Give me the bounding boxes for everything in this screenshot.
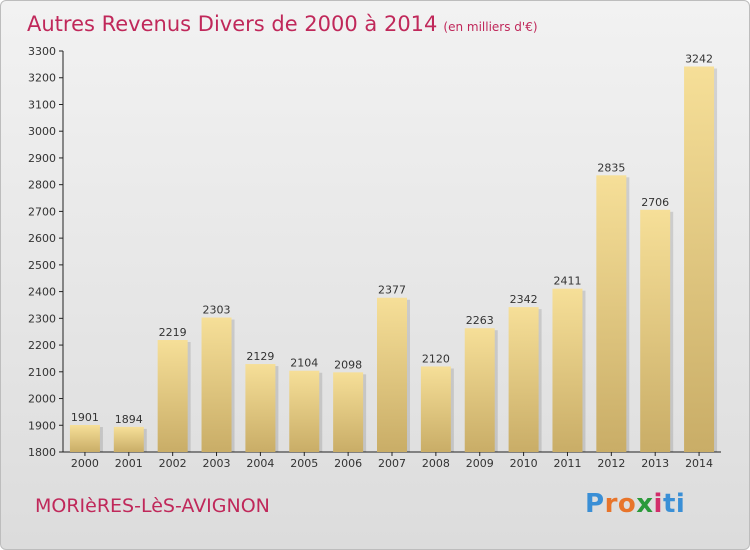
y-tick-label: 1800	[28, 446, 56, 459]
y-tick-label: 2200	[28, 339, 56, 352]
bar	[245, 364, 276, 452]
bar	[640, 209, 671, 452]
bar-value-label: 2120	[422, 352, 450, 365]
y-tick-label: 2900	[28, 152, 56, 165]
y-tick-label: 2800	[28, 179, 56, 192]
x-tick-label: 2013	[641, 457, 669, 470]
y-tick-label: 3100	[28, 98, 56, 111]
bar-value-label: 2835	[597, 161, 625, 174]
x-tick-label: 2002	[159, 457, 187, 470]
y-tick-label: 2000	[28, 393, 56, 406]
bar-value-label: 2342	[510, 293, 538, 306]
logo-letter: t	[662, 489, 676, 519]
logo-letter: x	[636, 489, 654, 519]
y-tick-label: 2600	[28, 232, 56, 245]
bar-value-label: 2104	[290, 357, 318, 370]
bar	[464, 328, 495, 452]
chart-subtitle: (en milliers d'€)	[443, 20, 538, 34]
bar-value-label: 2098	[334, 358, 362, 371]
bar	[69, 424, 100, 452]
bar	[684, 66, 715, 452]
x-tick-label: 2011	[553, 457, 581, 470]
x-tick-label: 2014	[685, 457, 713, 470]
x-tick-label: 2006	[334, 457, 362, 470]
chart-title: Autres Revenus Divers de 2000 à 2014 (en …	[27, 12, 538, 36]
x-tick-label: 2007	[378, 457, 406, 470]
x-tick-label: 2008	[422, 457, 450, 470]
bar	[289, 370, 320, 452]
logo-letter: o	[617, 489, 637, 519]
x-tick-label: 2004	[246, 457, 274, 470]
y-tick-label: 3000	[28, 125, 56, 138]
y-tick-label: 2300	[28, 312, 56, 325]
bar	[333, 372, 364, 452]
x-tick-label: 2010	[510, 457, 538, 470]
x-tick-label: 2003	[203, 457, 231, 470]
bar-value-label: 2219	[159, 326, 187, 339]
bar-value-label: 2303	[203, 304, 231, 317]
x-tick-label: 2012	[597, 457, 625, 470]
bar-value-label: 2706	[641, 196, 669, 209]
x-tick-label: 2001	[115, 457, 143, 470]
bar	[157, 339, 188, 452]
logo-letter: i	[675, 489, 686, 519]
bar-value-label: 2263	[466, 314, 494, 327]
bar	[508, 307, 539, 452]
bar-value-label: 3242	[685, 53, 713, 66]
y-tick-label: 2700	[28, 205, 56, 218]
bar	[420, 366, 451, 452]
bar	[201, 317, 232, 452]
bar-value-label: 2411	[553, 275, 581, 288]
y-tick-label: 3200	[28, 72, 56, 85]
proxiti-logo[interactable]: Proxiti	[585, 489, 685, 519]
bar-value-label: 1901	[71, 411, 99, 424]
x-tick-label: 2000	[71, 457, 99, 470]
chart-title-text: Autres Revenus Divers de 2000 à 2014	[27, 12, 438, 36]
commune-name: MORIèRES-LèS-AVIGNON	[35, 495, 270, 517]
y-tick-label: 2500	[28, 259, 56, 272]
bar	[596, 175, 627, 452]
y-tick-label: 2400	[28, 286, 56, 299]
y-tick-label: 2100	[28, 366, 56, 379]
x-tick-label: 2009	[466, 457, 494, 470]
logo-letter: i	[653, 489, 663, 519]
bar	[377, 297, 407, 452]
bar	[113, 426, 144, 452]
bar-value-label: 2129	[246, 350, 274, 363]
x-tick-label: 2005	[290, 457, 318, 470]
bar-value-label: 2377	[378, 284, 406, 297]
bar	[552, 288, 583, 452]
logo-letter: r	[604, 489, 618, 519]
logo-letter: P	[585, 489, 605, 519]
y-tick-label: 3300	[28, 45, 56, 58]
y-tick-label: 1900	[28, 419, 56, 432]
chart-axes: 1800 1900 2000 2100 2200 2300 2400 2500 2600 2700…	[28, 45, 721, 470]
bar-value-label: 1894	[115, 413, 143, 426]
chart-bars: 1901 1894 2219 2303 2129 2104 2098 2377 2120 2263…	[69, 53, 718, 452]
